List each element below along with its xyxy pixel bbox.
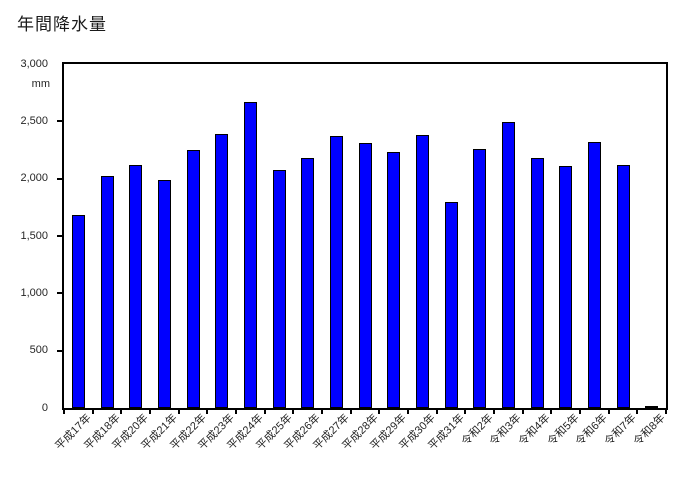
bar-平成17年 (71, 215, 85, 408)
bar-平成22年 (186, 150, 200, 408)
bar-平成21年 (157, 179, 171, 408)
bar-平成27年 (329, 136, 343, 408)
bar-平成23年 (215, 133, 229, 408)
y-tick-label-1,500: 1,500 (20, 229, 48, 242)
x-axis-tick (665, 410, 667, 414)
x-axis-tick (206, 410, 209, 414)
y-axis-unit-label: mm (31, 78, 50, 90)
y-tick-label-3,000: 3,000 (20, 57, 48, 70)
chart-title: 年間降水量 (17, 15, 107, 34)
x-axis-tick (263, 410, 266, 414)
x-axis-tick (407, 410, 409, 414)
bar-平成24年 (243, 101, 257, 408)
y-axis-tick (57, 235, 62, 237)
x-axis-tick (292, 410, 295, 414)
x-axis-tick (435, 410, 438, 414)
x-axis-tick (349, 410, 352, 414)
x-axis-tick (607, 410, 610, 414)
bar-平成26年 (301, 158, 315, 408)
x-axis-tick (321, 410, 323, 414)
bar-平成28年 (358, 143, 372, 408)
x-axis-tick (521, 410, 524, 414)
y-tick-label-2,000: 2,000 (20, 172, 48, 185)
bar-平成31年 (444, 201, 458, 408)
bar-平成25年 (272, 169, 286, 408)
y-tick-label-2,500: 2,500 (20, 114, 48, 127)
y-axis-tick (57, 292, 62, 295)
x-axis-tick (235, 410, 237, 414)
bar-令和4年 (530, 158, 544, 408)
bar-平成18年 (100, 176, 114, 408)
y-axis-tick (57, 177, 62, 180)
x-axis-tick (177, 410, 180, 414)
x-axis-tick (636, 410, 639, 414)
bar-令和5年 (559, 166, 573, 408)
bar-令和8年 (645, 405, 659, 408)
y-axis-tick (57, 349, 62, 352)
y-tick-label-500: 500 (29, 344, 48, 357)
x-axis-tick (493, 410, 495, 414)
x-axis-tick (550, 410, 553, 414)
bar-平成29年 (387, 152, 401, 408)
y-tick-label-0: 0 (41, 401, 48, 414)
x-tick-label-令和4年: 令和4年 (516, 412, 553, 449)
bar-令和3年 (501, 122, 515, 408)
bar-平成30年 (415, 135, 429, 408)
x-axis-tick (149, 410, 151, 414)
x-tick-label-令和7年: 令和7年 (602, 412, 639, 449)
x-axis-tick (464, 410, 467, 414)
x-axis-tick (378, 410, 381, 414)
x-axis-tick (579, 410, 581, 414)
y-tick-label-1,000: 1,000 (20, 286, 48, 299)
bar-令和6年 (587, 141, 601, 408)
plot-area (62, 62, 668, 410)
bar-令和2年 (473, 148, 487, 408)
bar-平成20年 (129, 164, 143, 408)
x-axis-tick (120, 410, 123, 414)
bar-令和7年 (616, 164, 630, 408)
x-axis-tick (63, 410, 65, 414)
x-axis-tick (91, 410, 94, 414)
y-axis-tick (57, 120, 62, 123)
